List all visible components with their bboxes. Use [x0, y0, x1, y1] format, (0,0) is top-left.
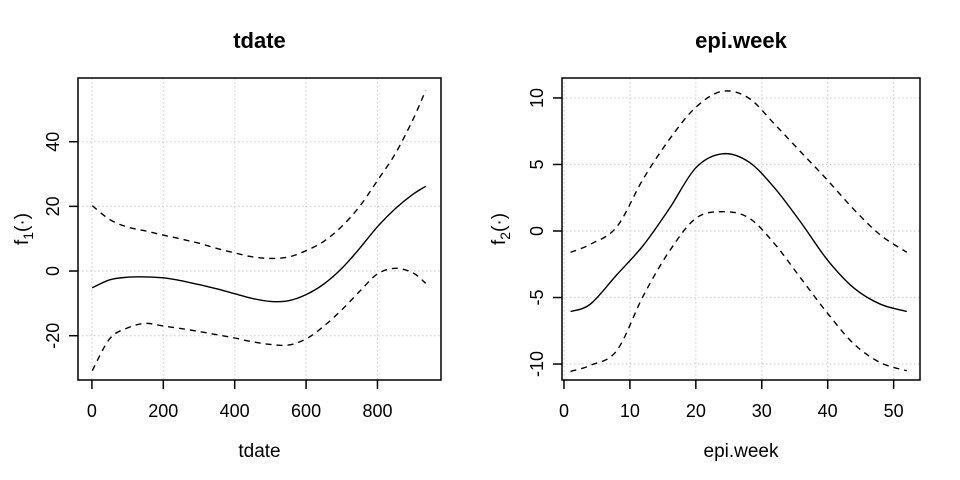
curve-fit — [570, 152, 907, 313]
x-tick-label: 600 — [291, 401, 321, 421]
panel-epi-week: 0 10 20 30 40 50 -10 -5 0 5 10 epi.week f2(·) epi.… — [480, 0, 960, 480]
y-tick-label: 5 — [527, 159, 547, 169]
plot-frame — [77, 77, 442, 381]
ylabel-base: f — [12, 239, 33, 246]
y-tick-label: 0 — [43, 266, 63, 276]
x-tick-label: 10 — [620, 401, 640, 421]
panel-title: tdate — [233, 28, 286, 53]
curve-fit — [92, 185, 427, 303]
plot-frame — [561, 77, 921, 381]
y-axis-label: f2(·) — [488, 169, 513, 289]
x-tick-label: 40 — [818, 401, 838, 421]
tdate-plot-area: 0 200 400 600 800 -20 0 20 40 — [43, 77, 442, 421]
x-axis-label: tdate — [238, 441, 281, 462]
panel-tdate: 0 200 400 600 800 -20 0 20 40 tdate f1(·) tdate — [11, 28, 442, 462]
panel-title: epi.week — [695, 28, 787, 53]
ylabel-subscript: 1 — [19, 231, 36, 240]
y-tick-label: -20 — [43, 323, 63, 349]
x-tick-label: 20 — [686, 401, 706, 421]
epi-week-plot-area: 0 10 20 30 40 50 -10 -5 0 5 10 — [527, 77, 921, 421]
x-tick-label: 30 — [752, 401, 772, 421]
x-tick-label: 400 — [220, 401, 250, 421]
y-axis-label: f1(·) — [11, 169, 36, 289]
x-tick-label: 800 — [362, 401, 392, 421]
x-axis-label: epi.week — [703, 441, 779, 462]
x-tick-label: 200 — [148, 401, 178, 421]
x-tick-label: 0 — [87, 401, 97, 421]
ylabel-subscript: 2 — [496, 231, 513, 240]
y-tick-label: 0 — [527, 226, 547, 236]
y-tick-label: -10 — [527, 351, 547, 377]
y-tick-label: 20 — [43, 196, 63, 216]
ylabel-rest: (·) — [489, 212, 510, 232]
ylabel-rest: (·) — [12, 212, 33, 232]
curve-lower_95ci — [91, 267, 427, 371]
curve-upper_95ci — [91, 90, 427, 260]
ylabel-base: f — [489, 239, 510, 246]
y-tick-label: 40 — [43, 132, 63, 152]
curve-lower_95ci — [570, 210, 907, 373]
x-tick-label: 0 — [559, 401, 569, 421]
curve-upper_95ci — [570, 90, 908, 253]
y-tick-label: 10 — [527, 88, 547, 108]
y-tick-label: -5 — [527, 290, 547, 306]
x-tick-label: 50 — [884, 401, 904, 421]
